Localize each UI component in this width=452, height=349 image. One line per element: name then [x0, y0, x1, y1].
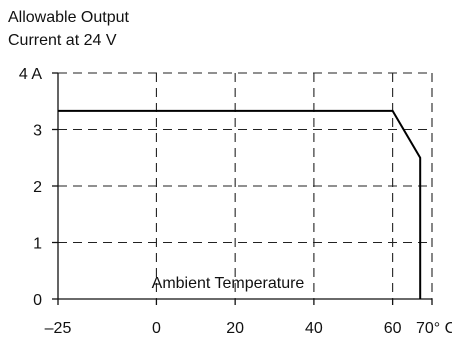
- y-tick-label: 0: [33, 292, 42, 309]
- series-layer: [58, 111, 420, 299]
- y-tick-label: 2: [33, 179, 42, 196]
- derating-curve: [58, 111, 420, 299]
- axes: [52, 73, 432, 305]
- x-tick-label: 60: [384, 320, 402, 337]
- x-tick-label: 70° C: [416, 320, 452, 337]
- x-axis-label: Ambient Temperature: [152, 275, 305, 292]
- y-tick-label: 1: [33, 236, 42, 253]
- chart-title-line2: Current at 24 V: [8, 32, 117, 49]
- y-tick-label: 3: [33, 123, 42, 140]
- grid-lines: [58, 73, 432, 299]
- x-tick-label: 20: [226, 320, 244, 337]
- x-tick-label: 0: [152, 320, 161, 337]
- x-axis-tick-labels: –25 0 20 40 60 70° C: [45, 320, 452, 337]
- y-axis-tick-labels: 0 1 2 3 4 A: [19, 66, 42, 309]
- x-tick-label: –25: [45, 320, 72, 337]
- x-tick-label: 40: [305, 320, 323, 337]
- y-tick-label: 4 A: [19, 66, 42, 83]
- chart-title-line1: Allowable Output: [8, 9, 130, 26]
